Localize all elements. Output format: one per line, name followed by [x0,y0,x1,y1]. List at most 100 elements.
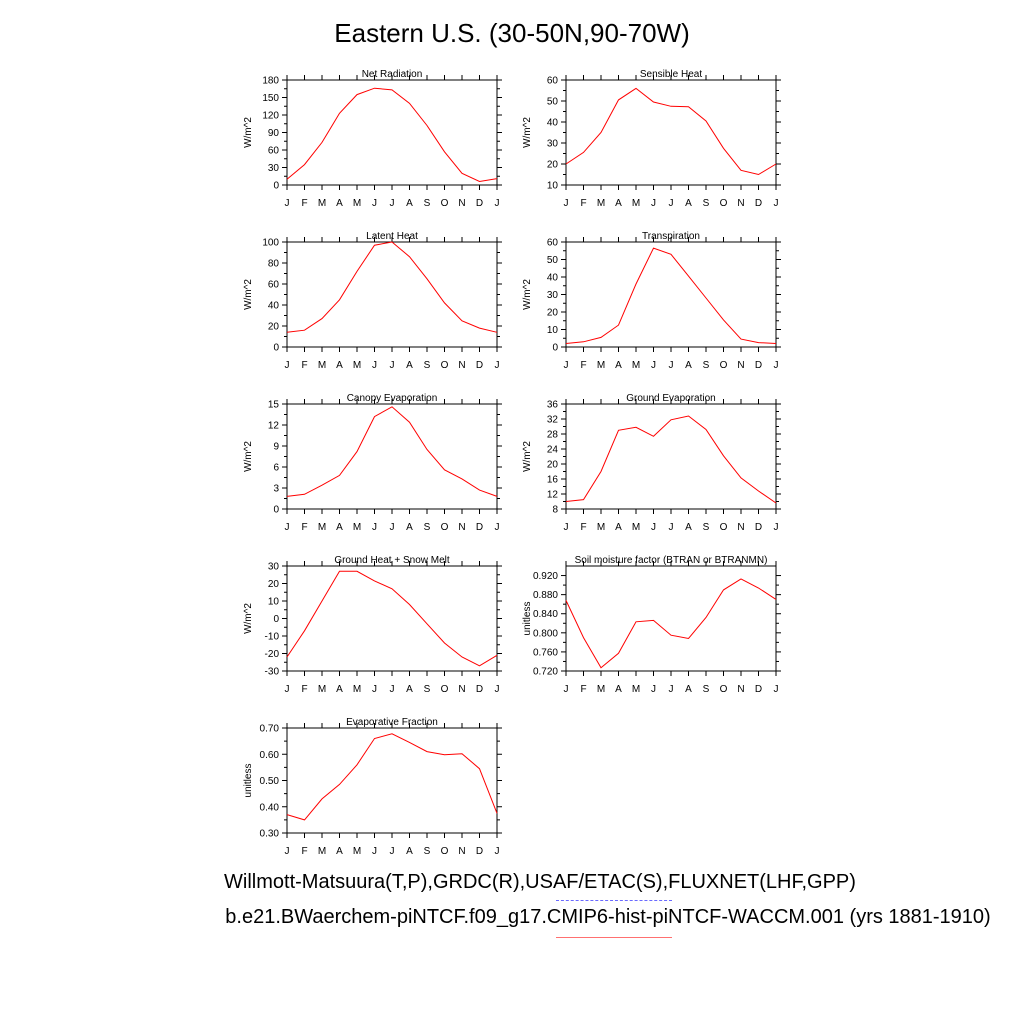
x-tick-label: N [458,684,465,695]
x-tick-label: A [615,360,622,371]
y-tick-label: 8 [552,505,558,516]
x-tick-label: O [720,684,728,695]
y-tick-label: 24 [547,445,559,456]
y-tick-label: 60 [268,146,280,157]
x-tick-label: J [669,360,674,371]
x-tick-label: J [669,198,674,209]
x-tick-label: J [372,846,377,857]
x-tick-label: M [318,846,326,857]
x-tick-label: A [685,198,692,209]
x-tick-label: A [406,522,413,533]
x-tick-label: N [737,684,744,695]
x-tick-label: M [632,684,640,695]
x-tick-label: A [406,846,413,857]
x-tick-label: A [615,684,622,695]
series-line [565,87,777,176]
x-tick-label: A [336,360,343,371]
y-tick-label: 0 [273,343,279,354]
x-tick-label: J [372,684,377,695]
y-tick-label: 0.30 [260,829,280,840]
y-tick-label: 0 [273,505,279,516]
x-tick-label: N [737,522,744,533]
x-tick-label: J [285,846,290,857]
x-tick-label: A [406,360,413,371]
x-tick-label: J [651,360,656,371]
y-axis-label: unitless [522,602,533,636]
x-tick-label: J [285,522,290,533]
y-axis-label: unitless [243,764,254,798]
y-tick-label: 120 [262,111,279,122]
x-tick-label: F [580,522,586,533]
plot-frame [286,727,498,834]
footer-observation-sources: Willmott-Matsuura(T,P),GRDC(R),USAF/ETAC… [224,871,856,893]
x-tick-label: J [774,522,779,533]
x-tick-label: S [703,198,710,209]
observation-dash-marker [556,900,672,901]
y-tick-label: 10 [268,597,280,608]
x-tick-label: F [301,684,307,695]
x-tick-label: M [632,522,640,533]
y-tick-label: 20 [268,579,280,590]
y-axis-label: W/m^2 [243,117,254,148]
panel-6: Ground Heat + Snow Melt W/m^2 -30 -20 -10 0 10… [243,555,502,695]
y-tick-label: 0.760 [533,647,558,658]
x-tick-label: F [301,846,307,857]
y-tick-label: 50 [547,255,559,266]
x-tick-label: J [774,684,779,695]
plot-frame [286,403,498,510]
y-tick-label: 30 [547,139,559,150]
plot-frame [286,79,498,186]
x-tick-label: N [458,846,465,857]
x-tick-label: O [720,360,728,371]
y-tick-label: 80 [268,259,280,270]
y-tick-label: 12 [547,490,559,501]
x-tick-label: O [441,522,449,533]
x-tick-label: O [441,198,449,209]
y-tick-label: 20 [547,460,559,471]
panel-title: Ground Heat + Snow Melt [334,555,450,566]
x-tick-label: J [285,684,290,695]
x-tick-label: J [774,198,779,209]
x-tick-label: J [564,198,569,209]
x-tick-label: N [458,360,465,371]
x-tick-label: O [441,846,449,857]
y-tick-label: 32 [547,415,559,426]
y-tick-label: 30 [268,562,280,573]
x-tick-label: J [651,198,656,209]
y-tick-label: 0.920 [533,571,558,582]
x-tick-label: D [476,360,483,371]
x-tick-label: S [703,522,710,533]
x-tick-label: A [336,198,343,209]
x-tick-label: N [737,198,744,209]
x-tick-label: M [318,684,326,695]
x-tick-label: M [353,198,361,209]
y-tick-label: 0 [552,343,558,354]
series-line [286,570,498,667]
plot-frame [286,241,498,348]
x-tick-label: J [651,684,656,695]
series-line [286,241,498,333]
y-tick-label: 0.50 [260,776,280,787]
y-axis-label: W/m^2 [243,441,254,472]
panel-title: Latent Heat [366,231,418,242]
x-tick-label: A [685,522,692,533]
x-tick-label: A [406,684,413,695]
x-tick-label: J [372,522,377,533]
y-tick-label: 12 [268,421,280,432]
panel-title: Ground Evaporation [626,393,716,404]
x-tick-label: M [318,198,326,209]
series-line [286,406,498,497]
x-tick-label: J [390,684,395,695]
y-tick-label: 0 [273,614,279,625]
x-tick-label: J [495,360,500,371]
x-tick-label: F [580,360,586,371]
x-tick-label: F [301,360,307,371]
x-tick-label: D [755,522,762,533]
x-tick-label: A [615,522,622,533]
x-tick-label: S [424,198,431,209]
y-tick-label: 0.880 [533,590,558,601]
